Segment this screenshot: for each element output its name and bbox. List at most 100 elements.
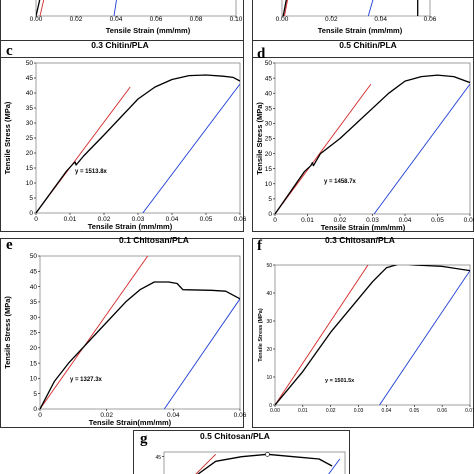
series-group [195, 452, 341, 474]
y-tick-label: 20 [266, 347, 272, 353]
x-axis-label: Tensile Strain (mm/mm) [318, 26, 403, 35]
panel-letter: c [6, 43, 13, 59]
y-tick-label: 25 [26, 135, 34, 142]
x-tick-label: 0.03 [366, 217, 379, 224]
x-tick-label: 0 [34, 216, 38, 223]
x-tick-label: 0.04 [374, 16, 387, 23]
panel-frame [0, 40, 244, 232]
series-line-3 [275, 74, 470, 214]
x-tick-label: 0.10 [230, 16, 243, 23]
y-tick-label: 50 [26, 60, 34, 67]
x-tick-label: 0.06 [234, 216, 247, 223]
x-tick-label: 0.03 [354, 408, 364, 414]
x-tick-label: 0.04 [399, 217, 412, 224]
slope-annotation: y = 1458.7x [324, 179, 357, 185]
series-line-3 [275, 265, 470, 405]
x-tick-label: 0.02 [100, 412, 113, 419]
y-tick-label: 0 [269, 403, 272, 409]
x-tick-label: 0.08 [190, 16, 203, 23]
plot-area [39, 255, 241, 410]
y-tick-label: 35 [265, 106, 273, 113]
panel-d: 0 5 10 15 20 25 30 35 40 45 50 0 0.01 0.02 0.03 0.04 0.0… [252, 40, 474, 232]
y-tick-label: 30 [30, 314, 38, 321]
x-tick-label: 0.06 [464, 217, 474, 224]
x-tick-label: 0.06 [437, 408, 447, 414]
series-line-2 [163, 298, 240, 409]
y-tick-label: 15 [26, 165, 34, 172]
y-tick-label: 15 [265, 166, 273, 173]
y-tick-label: 45 [30, 269, 38, 276]
y-tick-label: 10 [26, 180, 34, 187]
y-tick-label: 0 [268, 211, 272, 218]
x-tick-label: 0 [273, 217, 277, 224]
y-tick-label: 20 [265, 151, 273, 158]
y-tick-label: 50 [265, 60, 273, 67]
x-tick-label: 0.06 [424, 16, 437, 23]
panel-title: 0.3 Chitin/PLA [91, 40, 149, 50]
y-tick-label: 40 [26, 90, 34, 97]
y-tick-label: 0 [29, 210, 33, 217]
panel-title: 0.5 Chitin/PLA [339, 40, 397, 50]
series-line-1 [197, 453, 333, 474]
x-tick-label: 0.02 [326, 408, 336, 414]
panel-frame [0, 238, 244, 428]
plot-area [274, 264, 471, 406]
x-tick-label: 0.04 [167, 412, 180, 419]
x-axis-label: Tensile Strain (mm/mm) [106, 26, 191, 35]
series-group [36, 74, 240, 213]
series-line-0 [195, 453, 217, 474]
x-axis-label: Tensile Strain(mm/mm) [89, 418, 172, 427]
y-tick-label: 45 [265, 75, 273, 82]
y-tick-label: 20 [26, 150, 34, 157]
series-group [275, 265, 470, 405]
y-axis-label: Tensile Stress (MPa) [3, 101, 12, 174]
y-tick-label: 45 [26, 75, 34, 82]
panel-letter: d [257, 46, 266, 62]
y-tick-label: 50 [30, 253, 38, 260]
series-line-2 [142, 83, 240, 213]
plot-area [35, 62, 241, 214]
series-line-1 [284, 0, 288, 16]
x-tick-label: 0.04 [166, 216, 179, 223]
x-tick-label: 0.02 [334, 217, 347, 224]
series-group [40, 256, 240, 409]
panel-letter: g [140, 431, 148, 447]
x-tick-label: 0.00 [270, 408, 280, 414]
series-line-1 [275, 83, 372, 214]
panel-a: 0.00 0.02 0.04 0.06 0.08 0.10 Tensile Strain (… [0, 0, 244, 58]
x-tick-label: 0.04 [110, 16, 123, 23]
y-tick-label: 30 [265, 121, 273, 128]
x-tick-label: 0.00 [30, 16, 43, 23]
y-tick-label: 40 [266, 291, 272, 297]
series-line-2 [373, 83, 470, 214]
panel-f: 0 10 20 30 40 50 0.00 0.01 0.02 0.03 0.04 0.05 0.06 0… [252, 235, 474, 428]
series-line-2 [367, 0, 374, 16]
panel-title: 0.5 Chitosan/PLA [200, 431, 270, 441]
y-tick-label: 10 [265, 181, 273, 188]
series-group [36, 0, 117, 16]
y-axis-label: Tensile Stress (MPa) [255, 102, 264, 175]
slope-annotation: y = 1501.5x [325, 378, 355, 384]
panel-letter: e [6, 237, 13, 253]
x-tick-label: 0.04 [382, 408, 392, 414]
y-tick-label: 20 [30, 345, 38, 352]
plot-area [274, 62, 471, 215]
x-tick-label: 0.05 [409, 408, 419, 414]
x-tick-label: 0.02 [98, 216, 111, 223]
panel-frame [133, 430, 350, 474]
y-tick-label: 45 [155, 455, 161, 461]
panel-e: 0 5 10 15 20 25 30 35 40 45 50 0 0.02 0.04 0.06 0.1 Chi… [0, 235, 247, 428]
y-tick-label: 30 [26, 120, 34, 127]
x-tick-label: 0.06 [234, 412, 247, 419]
y-axis-label: Tensile Stress (MPa) [258, 308, 264, 362]
x-tick-label: 0.01 [64, 216, 77, 223]
panel-frame [0, 0, 244, 58]
y-tick-label: 50 [266, 263, 272, 269]
series-line-1 [39, 0, 45, 16]
y-tick-label: 15 [30, 360, 38, 367]
y-tick-label: 10 [266, 375, 272, 381]
series-line-2 [113, 0, 117, 16]
series-line-2 [379, 270, 470, 405]
